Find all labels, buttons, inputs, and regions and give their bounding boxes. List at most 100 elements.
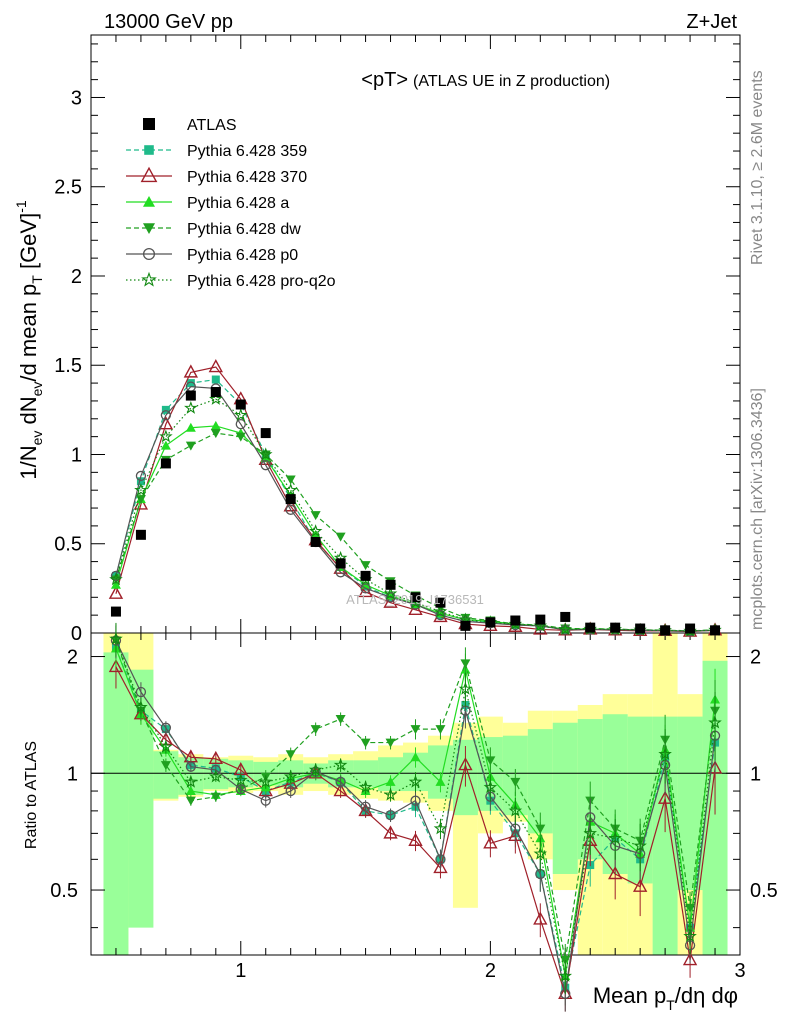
series-3-main-point: [560, 624, 571, 634]
series-5-main-point: [233, 408, 248, 421]
y-tick-label-ratio: 1: [67, 763, 78, 785]
series-1-ratio-point: [533, 911, 548, 925]
series-4-main-point: [160, 410, 172, 421]
series-5-ratio-point: [458, 681, 473, 695]
series-0-main-point: [211, 375, 220, 384]
atlas-data-point: [460, 620, 471, 631]
series-1-main-point: [383, 594, 398, 608]
series-1-ratio-point: [632, 878, 648, 892]
series-5-ratio-point: [159, 739, 173, 753]
series-5-ratio-point: [358, 780, 373, 794]
series-4-ratio-point: [360, 801, 371, 812]
series-3-ratio-point: [485, 756, 496, 766]
atlas-data-point: [510, 615, 521, 626]
y-tick-label-ratio-right: 2: [750, 647, 761, 669]
atlas-data-point: [535, 614, 546, 625]
series-3-main-point: [460, 613, 471, 623]
series-3-main-point: [335, 532, 346, 542]
series-4-ratio-point: [135, 686, 147, 698]
series-1-main-point: [358, 583, 373, 598]
series-2-ratio-point: [385, 776, 396, 786]
x-tick-label: 2: [485, 960, 496, 982]
stat-band: [153, 751, 179, 799]
series-5-ratio-point: [483, 780, 498, 794]
series-5-ratio-point: [683, 929, 697, 943]
series-5-main-point: [308, 524, 323, 538]
stat-band: [677, 716, 703, 891]
legend-label-0: Pythia 6.428 359: [187, 143, 307, 160]
atlas-data-point: [360, 570, 371, 581]
series-5-main-point: [383, 586, 398, 600]
series-3-ratio-point: [460, 659, 471, 669]
series-5-ratio-point: [533, 846, 548, 860]
x-axis-label: Mean pT/dη dφ: [593, 983, 738, 1013]
x-tick-label: 1: [235, 960, 246, 982]
series-4-main-point: [135, 470, 147, 482]
series-1-main-point: [133, 496, 149, 510]
x-tick-label: 3: [734, 960, 745, 982]
atlas-data-point: [335, 558, 346, 569]
series-1-ratio-point: [333, 783, 348, 797]
series-4-ratio-point: [385, 809, 396, 821]
atlas-data-point: [585, 622, 596, 633]
series-3-ratio-point: [385, 738, 396, 748]
series-3-ratio-point: [335, 715, 346, 725]
legend-marker-4: [142, 247, 156, 261]
atlas-data-point: [385, 579, 396, 590]
y-tick-label-main: 0.5: [54, 534, 82, 556]
series-1-ratio-point: [408, 832, 423, 846]
series-5-main-point: [558, 622, 573, 636]
atlas-data-point: [660, 625, 671, 636]
series-5-main-point: [258, 447, 273, 461]
atlas-data-point: [635, 623, 646, 634]
mcplots-label: mcplots.cern.ch [arXiv:1306.3436]: [749, 388, 766, 630]
series-0-main-point: [136, 477, 145, 486]
atlas-data-point: [560, 611, 571, 622]
series-2-ratio-point: [410, 752, 421, 762]
y-tick-label-ratio-right: 1: [750, 763, 761, 785]
atlas-data-point: [710, 625, 721, 636]
legend: ATLAS Pythia 6.428 359 Pythia 6.428 370 Pyt…: [126, 117, 336, 290]
series-5-ratio-point: [633, 838, 647, 852]
series-0-main-point: [161, 405, 170, 414]
legend-marker-3: [143, 223, 155, 234]
series-3-ratio-point: [185, 796, 196, 806]
legend-marker-data: [143, 118, 155, 130]
series-5-ratio-point: [383, 787, 398, 801]
y-tick-label-main: 1.5: [54, 355, 82, 377]
series-3-main-point: [310, 511, 321, 521]
series-5-ratio-point: [508, 803, 523, 817]
series-4-main-point: [435, 609, 446, 621]
series-1-ratio-point: [108, 659, 124, 673]
atlas-data-point: [110, 606, 121, 617]
series-5-ratio-point: [708, 715, 722, 729]
series-3-main-point: [185, 441, 196, 451]
legend-marker-0: [144, 145, 154, 155]
series-1-main-point: [183, 364, 199, 378]
series-5-main-point: [159, 429, 173, 443]
legend-label-2: Pythia 6.428 a: [187, 195, 289, 212]
series-5-main-point: [134, 483, 148, 496]
series-1-ratio-point: [657, 790, 673, 804]
series-5-main-point: [283, 483, 298, 496]
y-axis-label-main: 1/Nev dNev/d mean pT [GeV]-1: [13, 200, 45, 480]
series-5-ratio-point: [283, 769, 298, 783]
series-5-main-line: [115, 398, 716, 632]
legend-label-1: Pythia 6.428 370: [187, 169, 307, 186]
atlas-data-point: [310, 536, 321, 547]
series-2-main-point: [185, 422, 196, 432]
series-4-ratio-point: [260, 795, 271, 806]
axes: 0 0.5 1 1.5 2 2.5 3 0.5 0.5 1 1 2 2 1 2 3: [50, 35, 778, 982]
series-3-ratio-point: [435, 725, 446, 735]
y-tick-label-ratio: 0.5: [50, 880, 78, 902]
atlas-data-point: [260, 428, 271, 439]
analysis-watermark: ATLAS_2019_I1736531: [346, 592, 484, 607]
series-5-ratio-point: [608, 831, 622, 845]
stat-band: [103, 652, 129, 955]
series-4-main-point: [110, 570, 122, 582]
ratio-panel-curves: [108, 622, 723, 1012]
legend-label-5: Pythia 6.428 pro-q2o: [187, 273, 336, 290]
series-1-ratio-point: [433, 860, 448, 874]
series-5-ratio-point: [109, 631, 123, 645]
series-5-main-point: [209, 392, 223, 405]
